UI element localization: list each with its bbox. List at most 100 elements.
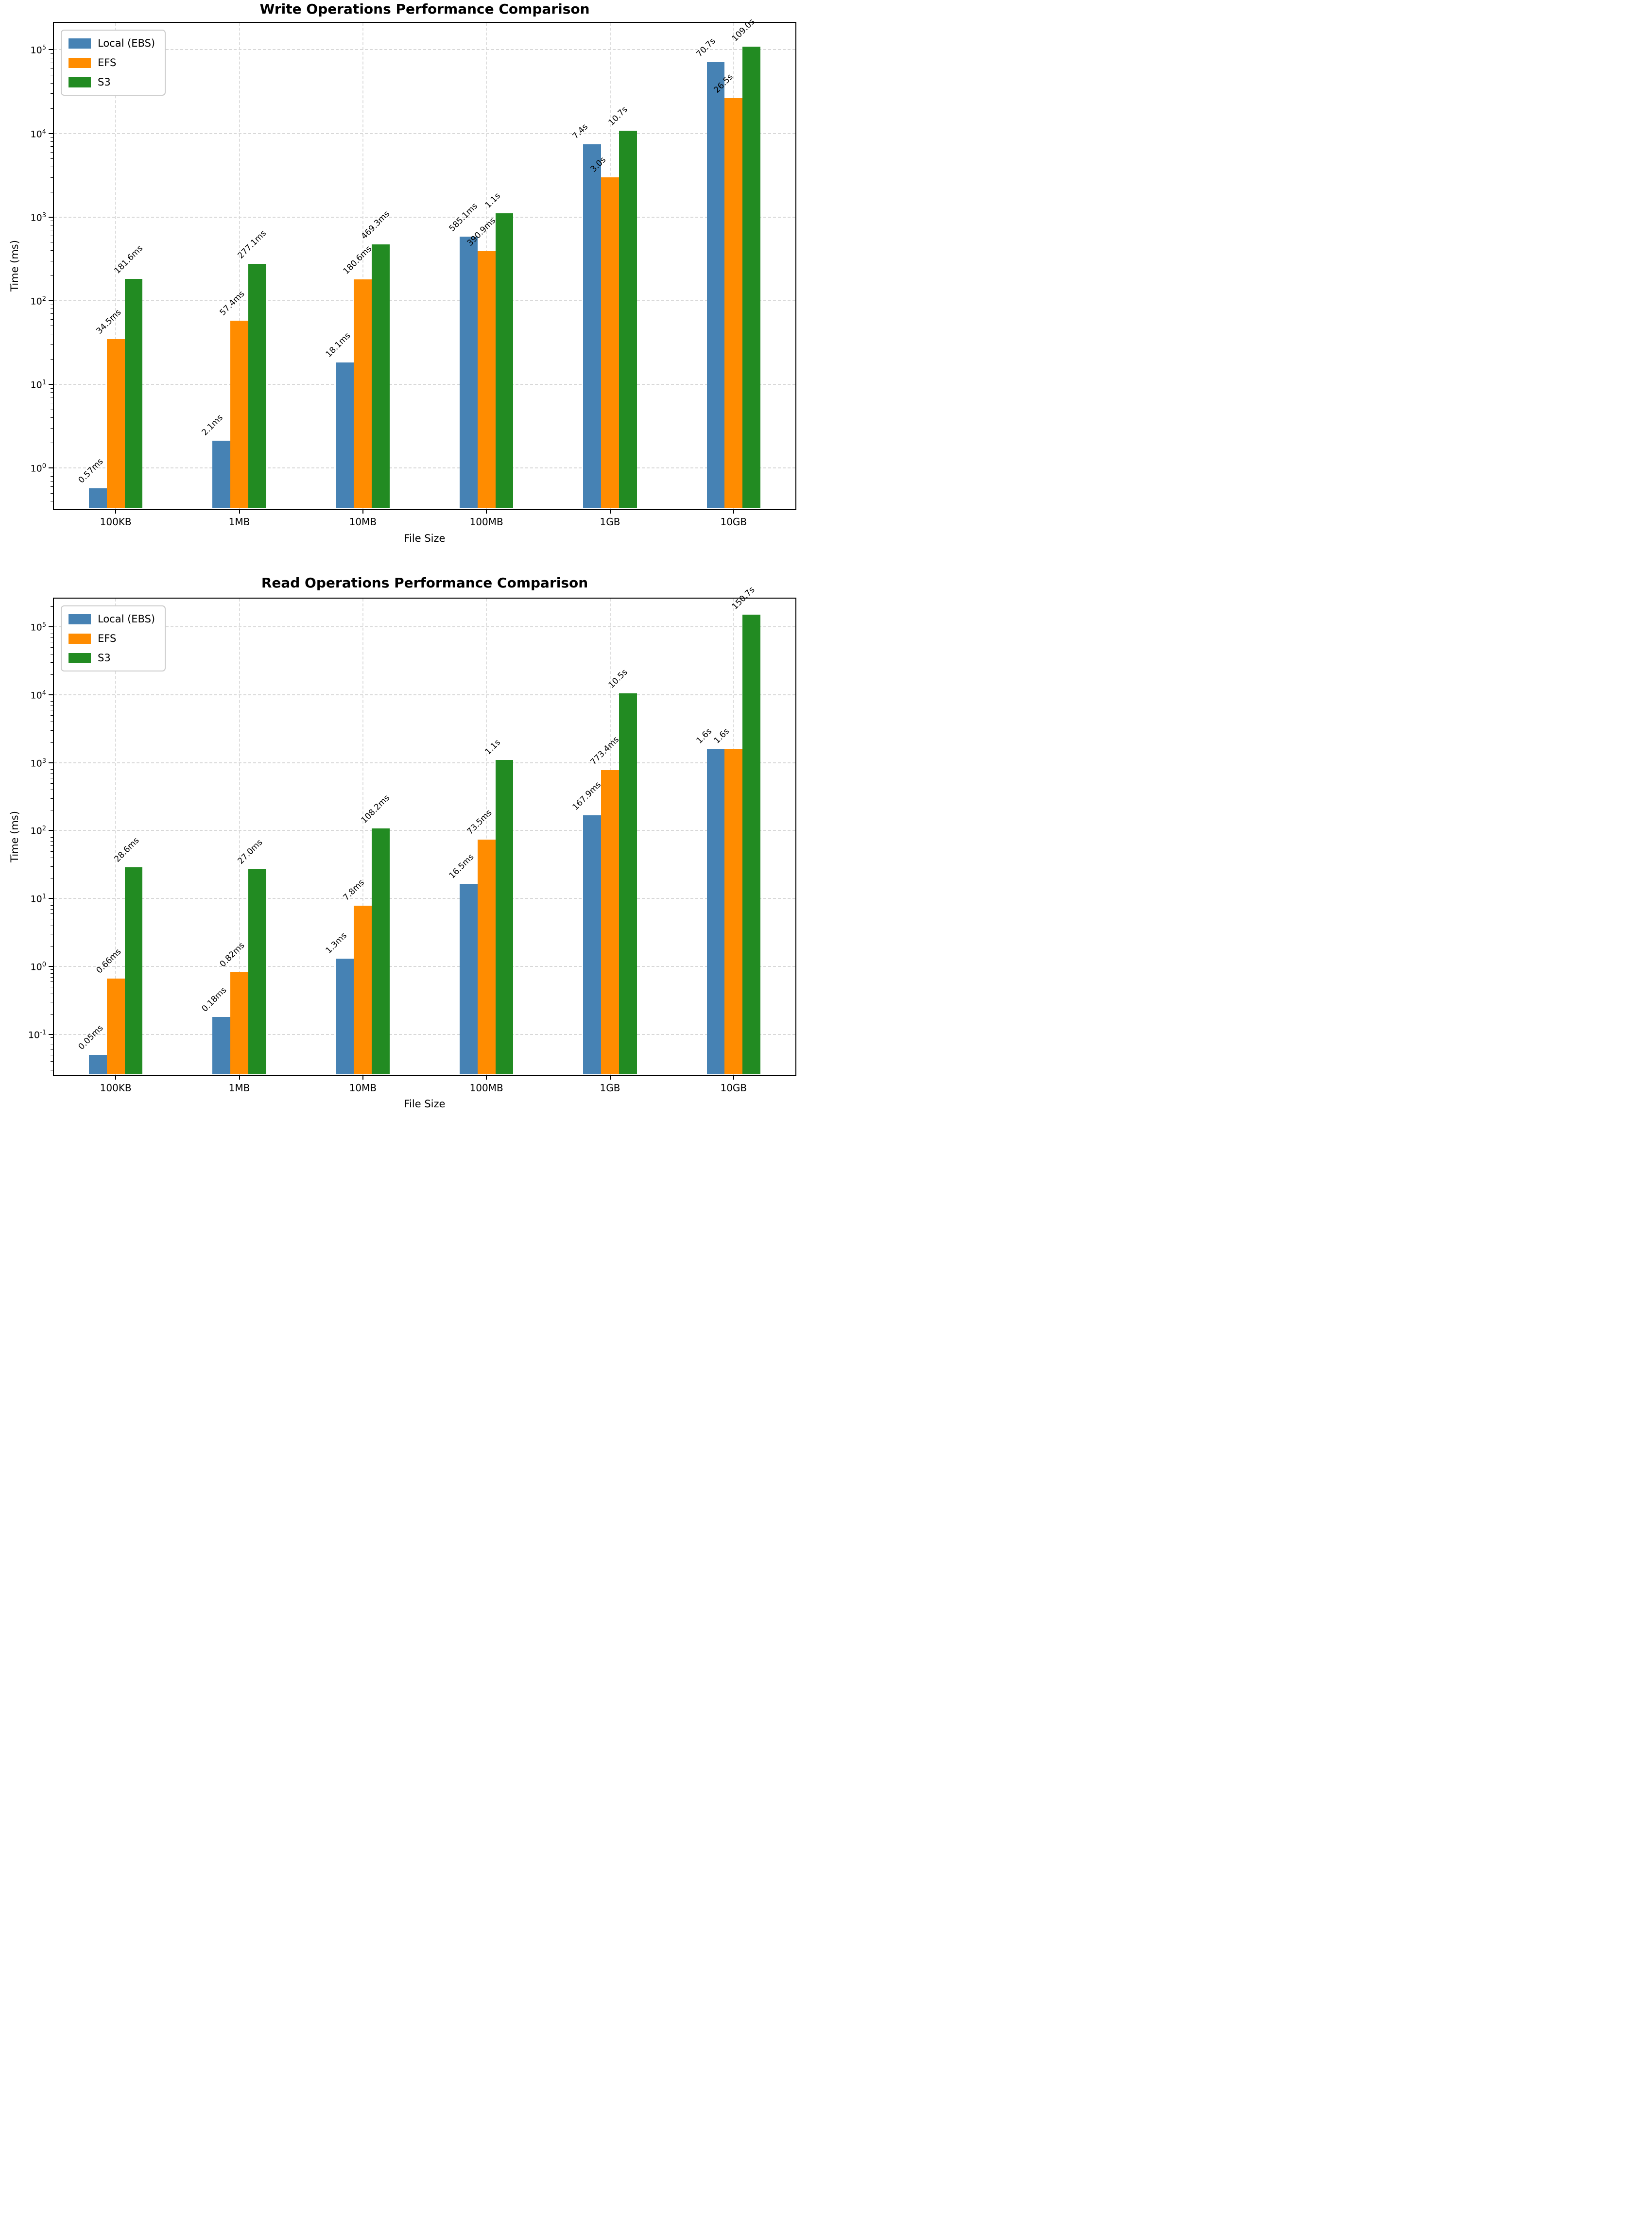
legend-item: EFS: [69, 633, 155, 644]
y-minor-tick-mark: [51, 359, 53, 360]
x-tick-label: 10MB: [349, 516, 377, 528]
bar-efs-100kb: [106, 339, 125, 508]
y-minor-tick-mark: [51, 866, 53, 867]
y-tick-mark: [49, 626, 53, 627]
gridline-horizontal: [54, 694, 795, 695]
bar-efs-10mb: [354, 906, 372, 1074]
y-minor-tick-mark: [51, 909, 53, 910]
read-y-axis-label: Time (ms): [9, 811, 20, 862]
x-tick-mark: [609, 509, 611, 514]
y-minor-tick-mark: [51, 730, 53, 731]
y-minor-tick-mark: [51, 973, 53, 974]
y-tick-label: 102: [30, 295, 46, 307]
bar-local-ebs-10mb: [336, 959, 354, 1074]
y-tick-label: 101: [30, 893, 46, 905]
gridline-horizontal: [54, 626, 795, 627]
y-tick-label: 105: [30, 621, 46, 633]
gridline-horizontal: [54, 467, 795, 468]
y-minor-tick-mark: [51, 481, 53, 482]
bar-value-label: 10.5s: [606, 667, 630, 690]
bar-value-label: 7.4s: [570, 122, 590, 141]
y-tick-mark: [49, 216, 53, 218]
x-tick-label: 100KB: [100, 516, 132, 528]
legend-label: EFS: [98, 633, 117, 644]
bar-value-label: 390.9ms: [465, 215, 498, 248]
y-tick-label: 102: [30, 825, 46, 837]
bar-value-label: 28.6ms: [112, 836, 141, 865]
write-plot-area: 100KB 1MB 10MB 100MB 1GB 10GB 100 101 102 103 104 1…: [31, 17, 796, 528]
bar-local-ebs-1mb: [212, 1017, 231, 1074]
y-tick-exponent: -1: [40, 1029, 46, 1036]
y-minor-tick-mark: [51, 53, 53, 54]
y-minor-tick-mark: [51, 977, 53, 978]
bar-value-label: 57.4ms: [218, 289, 247, 318]
bar-s3-100kb: [124, 867, 143, 1074]
y-minor-tick-mark: [51, 769, 53, 770]
y-tick-exponent: 0: [42, 961, 46, 969]
y-minor-tick-mark: [51, 742, 53, 743]
y-minor-tick-mark: [51, 715, 53, 716]
bar-value-label: 181.6ms: [112, 243, 145, 276]
gridline-horizontal: [54, 966, 795, 967]
y-minor-tick-mark: [51, 108, 53, 109]
gridline-vertical: [239, 599, 240, 1075]
x-tick-mark: [362, 509, 363, 514]
y-minor-tick-mark: [51, 969, 53, 970]
legend-label: Local (EBS): [98, 613, 155, 625]
bar-value-label: 109.0s: [730, 17, 757, 44]
legend: Local (EBS) EFS S3: [61, 30, 166, 96]
legend-label: Local (EBS): [98, 37, 155, 49]
y-minor-tick-mark: [51, 137, 53, 138]
gridline-horizontal: [54, 383, 795, 385]
bar-local-ebs-100mb: [459, 236, 478, 508]
bar-value-label: 10.7s: [606, 105, 630, 128]
y-minor-tick-mark: [51, 674, 53, 675]
bar-local-ebs-1mb: [212, 441, 231, 508]
bar-value-label: 1.3ms: [324, 930, 349, 956]
x-tick-label: 100KB: [100, 1082, 132, 1094]
y-minor-tick-mark: [51, 701, 53, 702]
y-minor-tick-mark: [51, 428, 53, 429]
x-tick-mark: [733, 1075, 734, 1080]
x-tick-label: 1MB: [228, 516, 250, 528]
bar-efs-10gb: [724, 749, 743, 1074]
y-tick-mark: [49, 762, 53, 763]
y-tick-label: 104: [30, 689, 46, 701]
y-minor-tick-mark: [51, 851, 53, 852]
bar-value-label: 108.2ms: [359, 792, 392, 826]
bar-s3-10gb: [742, 47, 761, 508]
bar-value-label: 277.1ms: [236, 228, 269, 261]
legend-item: Local (EBS): [69, 37, 155, 49]
y-tick-mark: [49, 133, 53, 134]
y-minor-tick-mark: [51, 1014, 53, 1015]
gridline-horizontal: [54, 1033, 795, 1035]
y-tick-exponent: 3: [42, 757, 46, 765]
y-tick-mark: [49, 694, 53, 695]
y-minor-tick-mark: [51, 798, 53, 799]
bar-local-ebs-10gb: [706, 749, 725, 1074]
gridline-vertical: [115, 23, 117, 509]
legend-swatch-s3: [69, 653, 91, 663]
gridline-horizontal: [54, 762, 795, 763]
x-tick-mark: [733, 509, 734, 514]
bar-local-ebs-1gb: [583, 815, 602, 1074]
bar-s3-10mb: [372, 244, 390, 508]
y-minor-tick-mark: [51, 417, 53, 418]
bar-value-label: 0.05ms: [76, 1023, 105, 1052]
y-tick-exponent: 0: [42, 462, 46, 470]
y-tick-label: 103: [30, 211, 46, 223]
legend-label: EFS: [98, 57, 117, 69]
gridline-horizontal: [54, 898, 795, 899]
gridline-vertical: [115, 599, 117, 1075]
bar-value-label: 167.9ms: [570, 780, 603, 812]
legend-swatch-local-ebs: [69, 614, 91, 624]
y-minor-tick-mark: [51, 177, 53, 178]
y-minor-tick-mark: [51, 476, 53, 477]
gridline-vertical: [362, 23, 363, 509]
y-minor-tick-mark: [51, 783, 53, 784]
y-tick-exponent: 2: [42, 825, 46, 833]
y-tick-label: 101: [30, 379, 46, 391]
bar-efs-1mb: [230, 972, 248, 1074]
bar-local-ebs-100kb: [88, 488, 107, 508]
bar-value-label: 2.1ms: [200, 413, 225, 438]
